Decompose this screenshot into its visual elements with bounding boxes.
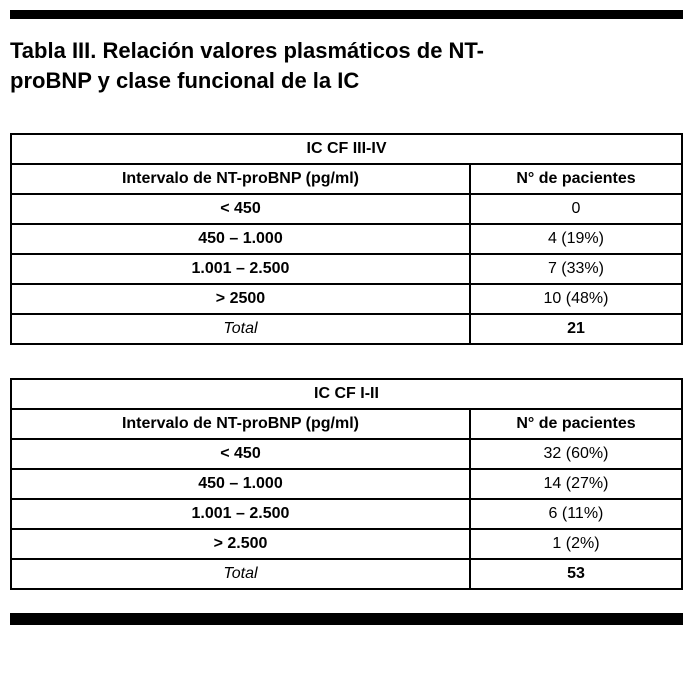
table-total-row: Total 21 xyxy=(10,312,684,345)
table-caption-row: IC CF III-IV xyxy=(10,132,683,165)
table-row: 1.001 – 2.500 6 (11%) xyxy=(10,497,684,530)
table-ic-cf-i-ii: IC CF I-II Intervalo de NT-proBNP (pg/ml… xyxy=(10,377,684,590)
bottom-horizontal-rule xyxy=(10,612,683,625)
column-header-interval: Intervalo de NT-proBNP (pg/ml) xyxy=(10,162,471,195)
interval-cell: 450 – 1.000 xyxy=(10,467,471,500)
table-title-line-1: Tabla III. Relación valores plasmáticos … xyxy=(10,38,484,63)
patients-cell: 10 (48%) xyxy=(468,282,684,315)
interval-cell: > 2.500 xyxy=(10,527,471,560)
interval-cell: 1.001 – 2.500 xyxy=(10,252,471,285)
total-label: Total xyxy=(10,557,471,590)
total-value: 53 xyxy=(468,557,684,590)
table-caption: IC CF III-IV xyxy=(10,132,683,165)
column-header-interval: Intervalo de NT-proBNP (pg/ml) xyxy=(10,407,471,440)
total-label: Total xyxy=(10,312,471,345)
table-ic-cf-iii-iv: IC CF III-IV Intervalo de NT-proBNP (pg/… xyxy=(10,132,684,345)
column-header-patients: N° de pacientes xyxy=(468,407,684,440)
patients-cell: 4 (19%) xyxy=(468,222,684,255)
table-row: < 450 0 xyxy=(10,192,684,225)
table-caption: IC CF I-II xyxy=(10,377,683,410)
patients-cell: 14 (27%) xyxy=(468,467,684,500)
table-caption-row: IC CF I-II xyxy=(10,377,683,410)
table-total-row: Total 53 xyxy=(10,557,684,590)
patients-cell: 6 (11%) xyxy=(468,497,684,530)
table-row: > 2.500 1 (2%) xyxy=(10,527,684,560)
table-title-line-2: proBNP y clase funcional de la IC xyxy=(10,67,360,93)
patients-cell: 32 (60%) xyxy=(468,437,684,470)
total-value: 21 xyxy=(468,312,684,345)
table-row: 450 – 1.000 4 (19%) xyxy=(10,222,684,255)
table-row: 450 – 1.000 14 (27%) xyxy=(10,467,684,500)
top-horizontal-rule xyxy=(10,10,683,19)
interval-cell: < 450 xyxy=(10,192,471,225)
interval-cell: > 2500 xyxy=(10,282,471,315)
table-row: 1.001 – 2.500 7 (33%) xyxy=(10,252,684,285)
table-header-row: Intervalo de NT-proBNP (pg/ml) N° de pac… xyxy=(10,162,684,195)
table-title: Tabla III. Relación valores plasmáticos … xyxy=(10,36,683,96)
interval-cell: 1.001 – 2.500 xyxy=(10,497,471,530)
patients-cell: 0 xyxy=(468,192,684,225)
patients-cell: 7 (33%) xyxy=(468,252,684,285)
table-header-row: Intervalo de NT-proBNP (pg/ml) N° de pac… xyxy=(10,407,684,440)
interval-cell: < 450 xyxy=(10,437,471,470)
interval-cell: 450 – 1.000 xyxy=(10,222,471,255)
column-header-patients: N° de pacientes xyxy=(468,162,684,195)
table-row: > 2500 10 (48%) xyxy=(10,282,684,315)
table-row: < 450 32 (60%) xyxy=(10,437,684,470)
patients-cell: 1 (2%) xyxy=(468,527,684,560)
